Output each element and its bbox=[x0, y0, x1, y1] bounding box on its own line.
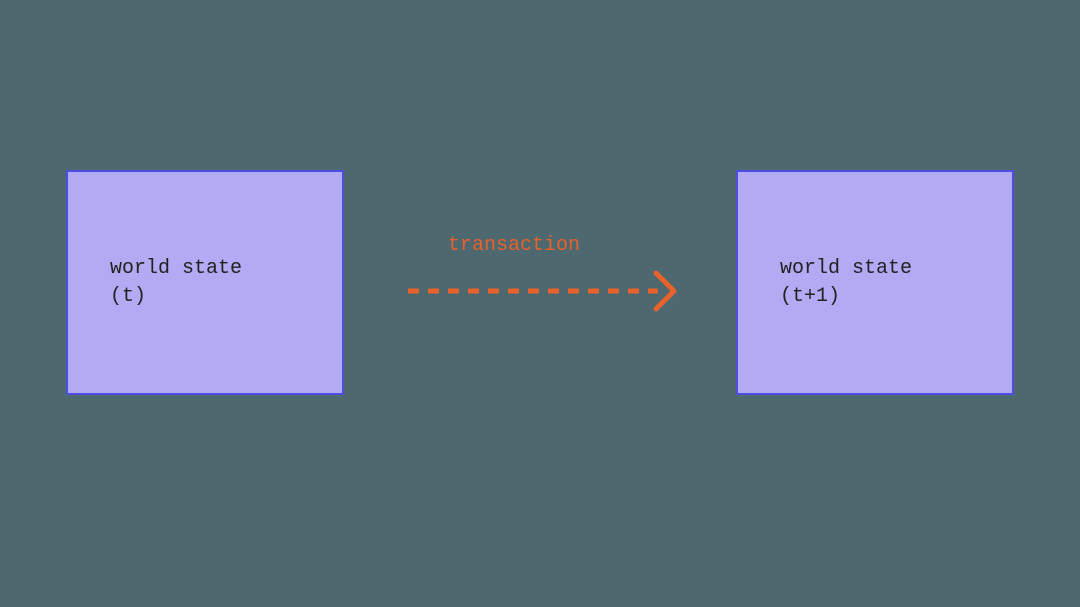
node-label: (t+1) bbox=[780, 283, 1012, 311]
edge-label: transaction bbox=[448, 234, 580, 257]
node-state-t: world state(t) bbox=[66, 170, 344, 395]
node-label: world state bbox=[110, 255, 342, 283]
node-label: (t) bbox=[110, 283, 342, 311]
node-label: world state bbox=[780, 255, 1012, 283]
edge-arrow bbox=[382, 265, 700, 317]
arrow-head-icon bbox=[656, 273, 674, 309]
node-state-t1: world state(t+1) bbox=[736, 170, 1014, 395]
diagram-canvas: world state(t)world state(t+1)transactio… bbox=[0, 0, 1080, 607]
